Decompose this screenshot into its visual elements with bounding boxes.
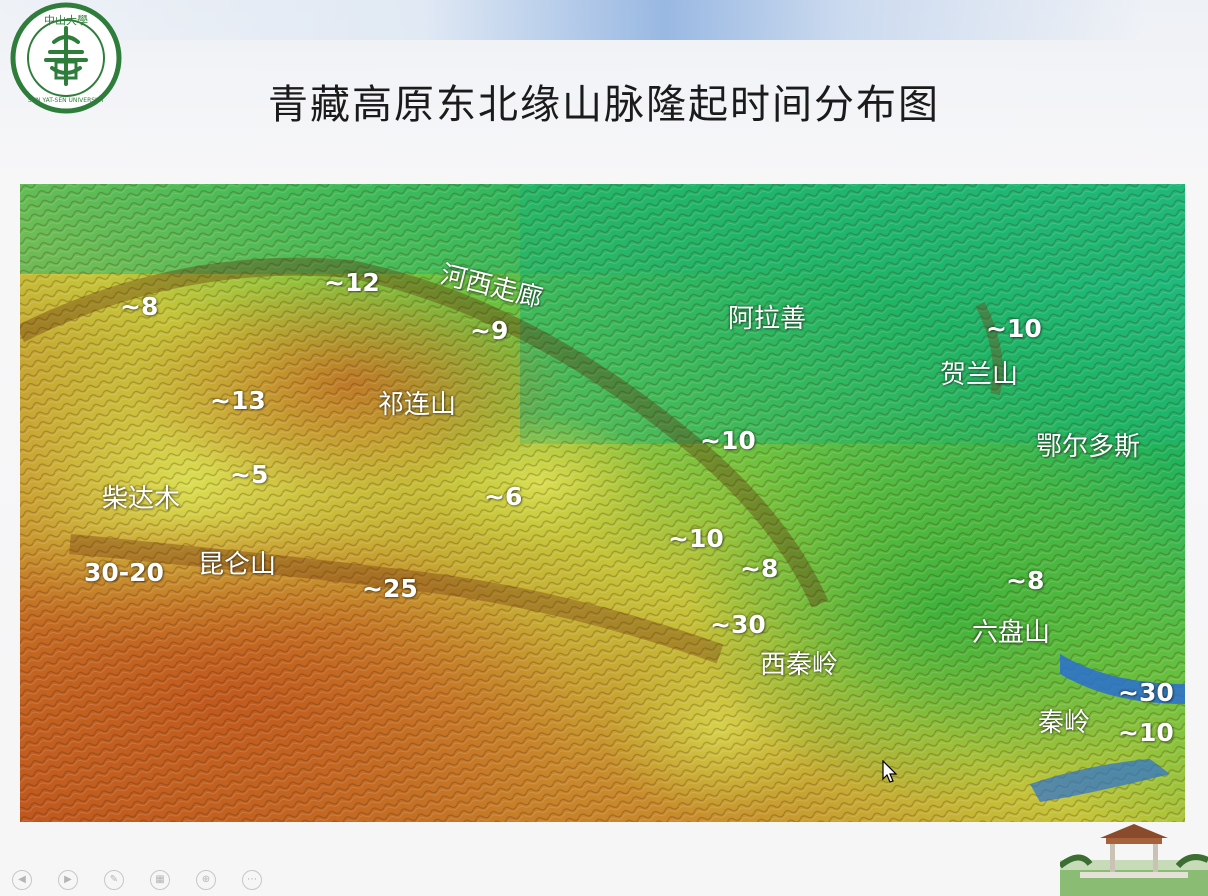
svg-text:中山大學: 中山大學 (44, 13, 88, 27)
slides-grid-icon[interactable]: ▦ (150, 870, 170, 890)
terrain-image (20, 184, 1185, 822)
uplift-age-label: ~8 (740, 554, 779, 583)
zoom-icon[interactable]: ⊕ (196, 870, 216, 890)
uplift-age-label: ~30 (1118, 678, 1174, 707)
map-label-qinling: 秦岭 (1038, 708, 1091, 738)
svg-text:SUN YAT-SEN UNIVERSITY: SUN YAT-SEN UNIVERSITY (28, 97, 105, 104)
map-label-qilian-mountain: 祁连山 (378, 390, 457, 420)
header-sky-decoration (0, 0, 1208, 40)
more-options-icon[interactable]: ⋯ (242, 870, 262, 890)
uplift-age-label: ~10 (1118, 718, 1174, 747)
elevation-map: 河西走廊 阿拉善 贺兰山 鄂尔多斯 祁连山 柴达木 昆仑山 西秦岭 六盘山 秦岭… (20, 184, 1185, 822)
uplift-age-label: ~8 (120, 292, 159, 321)
uplift-age-label: ~12 (324, 268, 380, 297)
uplift-age-label: ~10 (986, 314, 1042, 343)
uplift-age-label: 30-20 (84, 558, 164, 587)
uplift-age-label: ~25 (362, 574, 418, 603)
sun-yat-sen-university-logo: 中山大學 SUN YAT-SEN UNIVERSITY (10, 2, 122, 114)
map-label-alashan: 阿拉善 (728, 304, 807, 334)
pen-icon[interactable]: ✎ (104, 870, 124, 890)
uplift-age-label: ~8 (1006, 566, 1045, 595)
mouse-cursor-icon (882, 760, 898, 783)
play-icon[interactable]: ▶ (58, 870, 78, 890)
previous-slide-icon[interactable]: ◀ (12, 870, 32, 890)
uplift-age-label: ~5 (230, 460, 269, 489)
uplift-age-label: ~9 (470, 316, 509, 345)
map-label-west-qinling: 西秦岭 (760, 650, 839, 680)
pavilion-decoration-icon (1060, 824, 1208, 896)
map-label-ordos: 鄂尔多斯 (1036, 432, 1141, 462)
uplift-age-label: ~10 (700, 426, 756, 455)
uplift-age-label: ~10 (668, 524, 724, 553)
page-title: 青藏高原东北缘山脉隆起时间分布图 (268, 82, 940, 128)
map-label-liupan-mountain: 六盘山 (972, 618, 1051, 648)
map-label-qaidam: 柴达木 (102, 484, 181, 514)
slideshow-controls: ◀ ▶ ✎ ▦ ⊕ ⋯ (0, 860, 400, 896)
uplift-age-label: ~13 (210, 386, 266, 415)
map-label-kunlun-mountain: 昆仑山 (198, 550, 277, 580)
uplift-age-label: ~6 (484, 482, 523, 511)
map-label-helan-mountain: 贺兰山 (940, 360, 1019, 390)
uplift-age-label: ~30 (710, 610, 766, 639)
